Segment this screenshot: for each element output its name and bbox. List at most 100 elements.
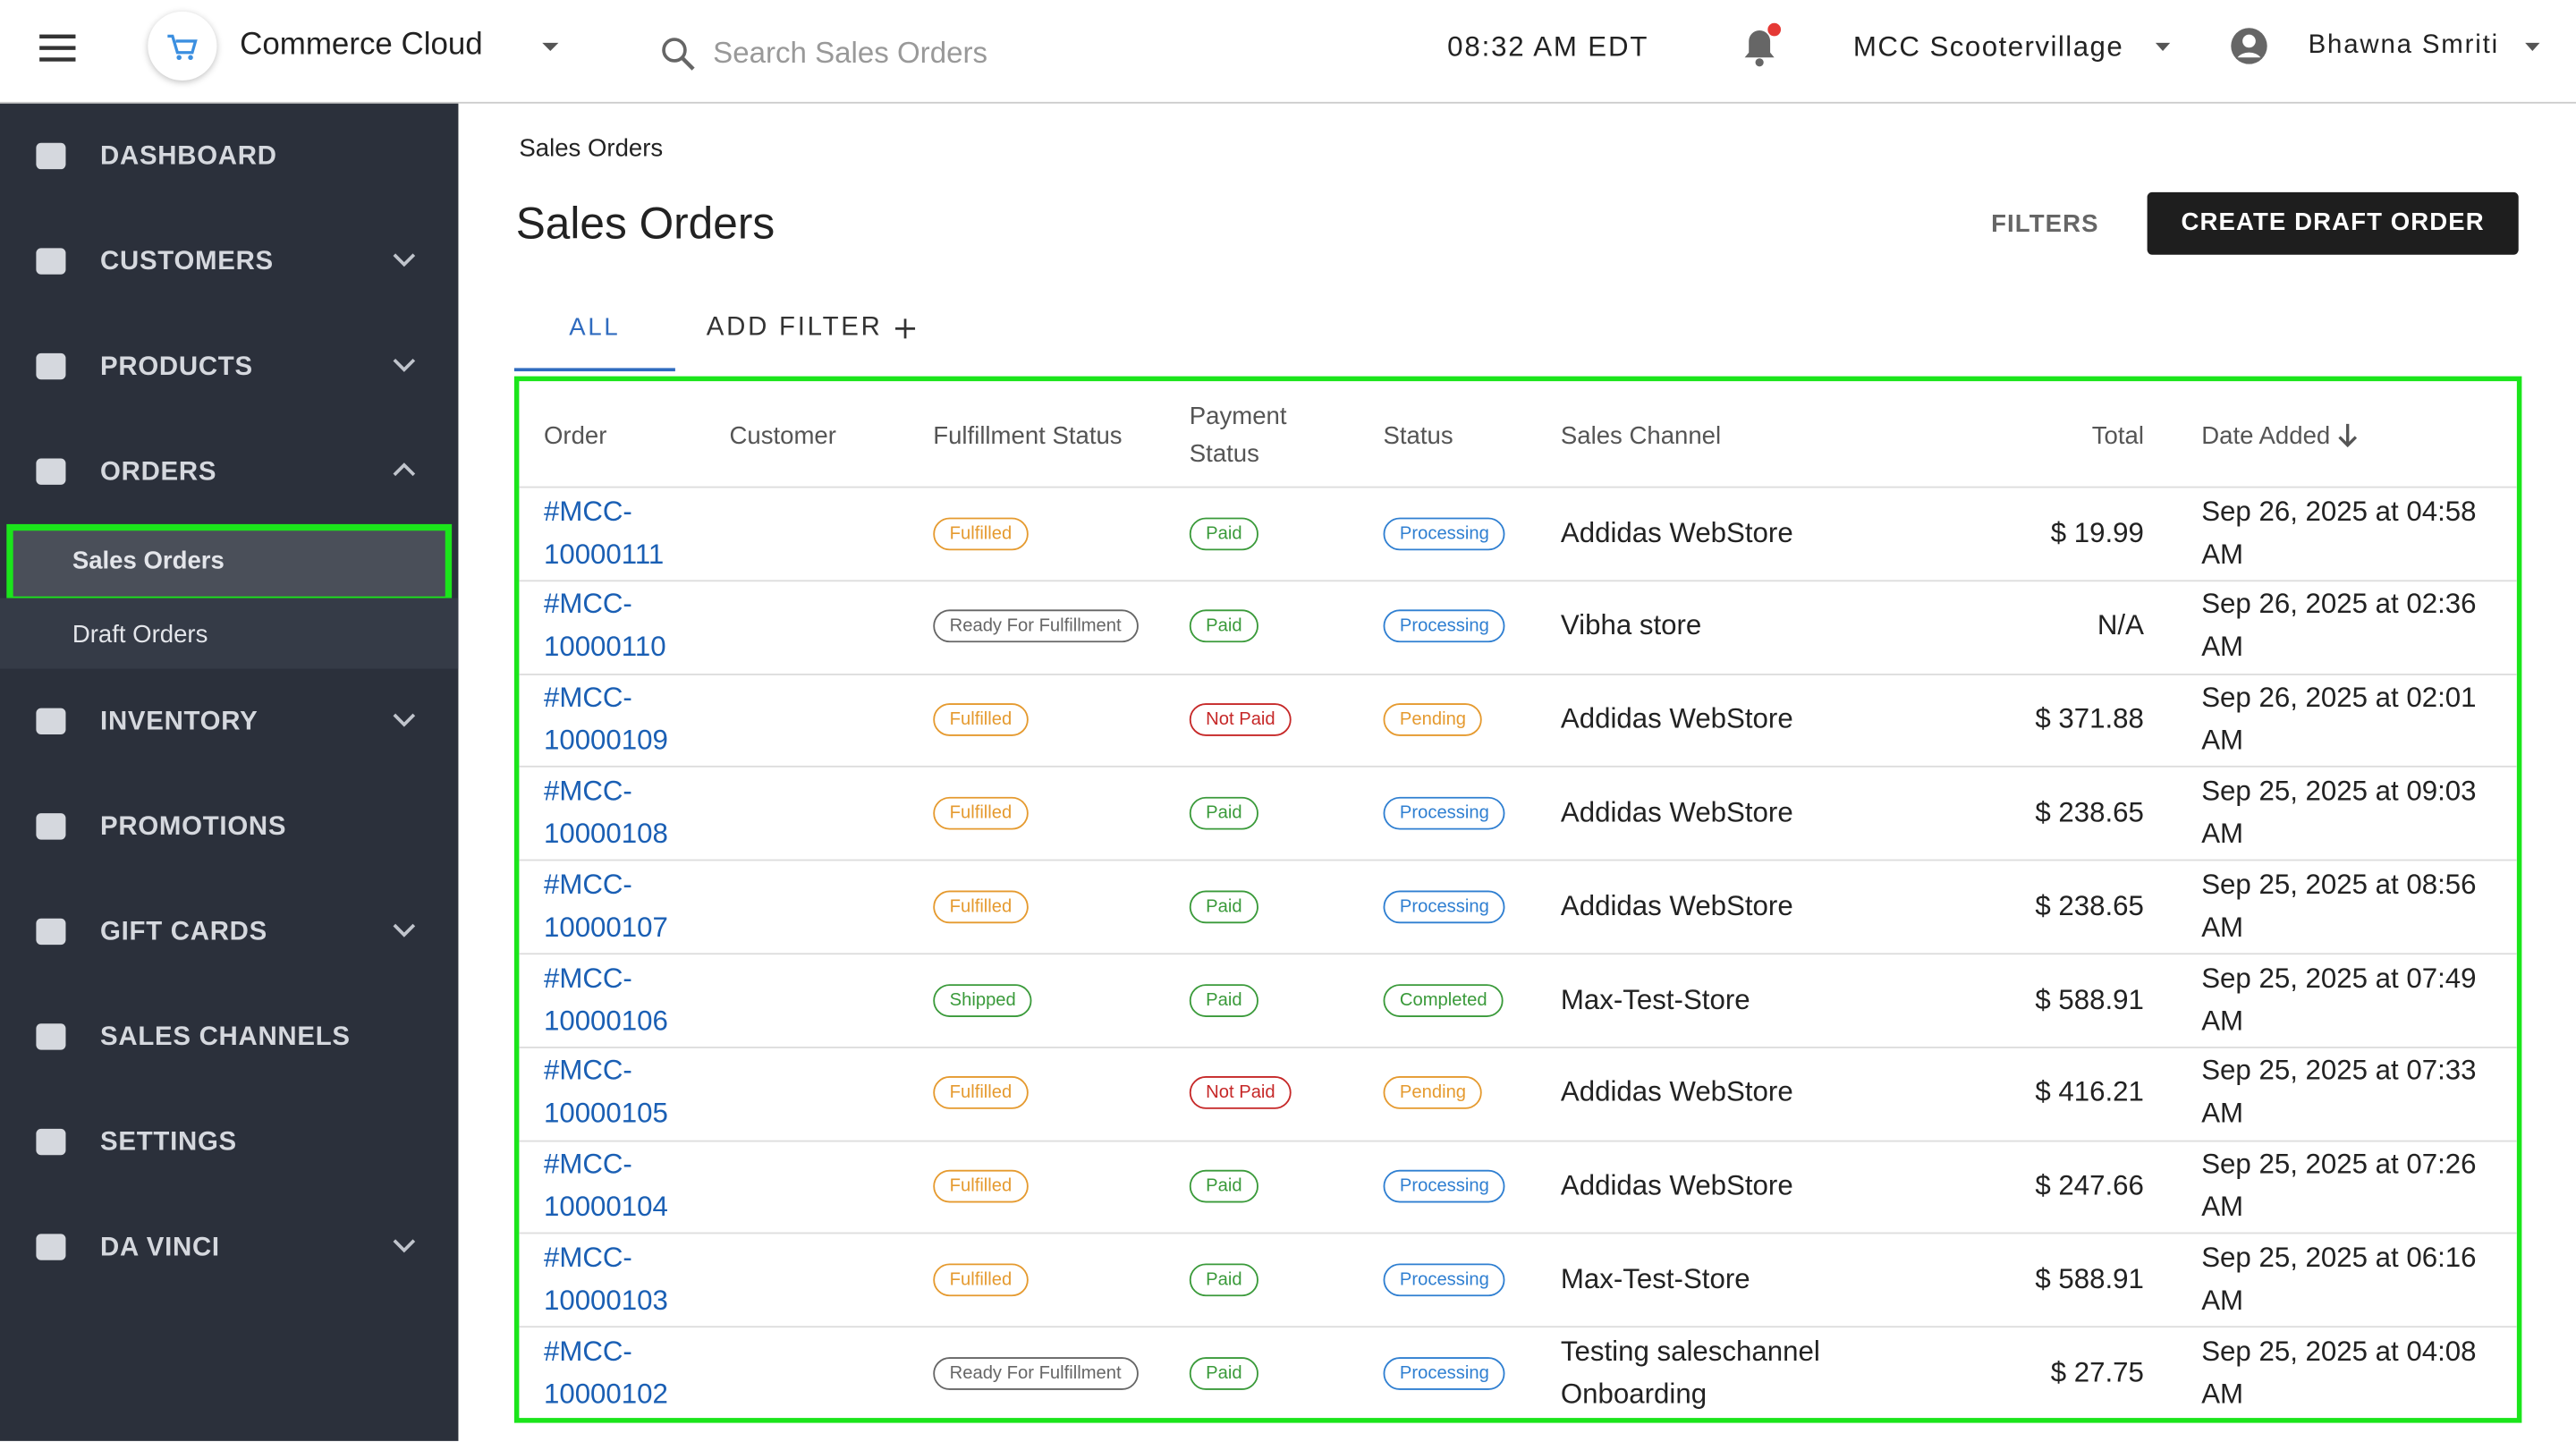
date-cell: Sep 25, 2025 at 06:16 AM: [2201, 1233, 2513, 1327]
date-text: Sep 26, 2025 at 02:01 AM: [2201, 682, 2477, 757]
search-input[interactable]: Search Sales Orders: [713, 36, 988, 70]
column-header[interactable]: Customer: [730, 397, 911, 472]
channel-text: Max-Test-Store: [1560, 983, 1750, 1015]
status-badge: Processing: [1383, 1169, 1506, 1203]
menu-icon[interactable]: [39, 33, 76, 63]
column-header-label: Customer: [729, 421, 836, 450]
order-cell[interactable]: #MCC-10000106: [544, 953, 691, 1047]
column-header[interactable]: Status: [1384, 397, 1548, 472]
column-header[interactable]: Date Added: [2201, 397, 2513, 472]
row-divider: [519, 953, 2517, 955]
channel-cell: Testing saleschannel Onboarding: [1561, 1327, 1922, 1421]
fulfillment-cell: Fulfilled: [933, 860, 1130, 954]
tab-add-filter[interactable]: ADD FILTER: [706, 313, 883, 343]
channel-text: Testing saleschannel Onboarding: [1560, 1335, 1820, 1410]
channel-cell: Max-Test-Store: [1561, 953, 1922, 1047]
nav-label: GIFT CARDS: [100, 918, 267, 946]
fulfillment-badge: Fulfilled: [933, 516, 1029, 550]
order-text[interactable]: #MCC-10000109: [543, 682, 668, 757]
nav-item[interactable]: DA VINCI: [0, 1194, 458, 1300]
column-header-label: Status: [1383, 421, 1453, 450]
total-cell: $ 416.21: [1965, 1047, 2144, 1141]
filters-button[interactable]: FILTERS: [1991, 210, 2099, 239]
order-cell[interactable]: #MCC-10000108: [544, 767, 691, 861]
add-filter-icon[interactable]: [894, 317, 917, 340]
fulfillment-cell: Fulfilled: [933, 767, 1130, 861]
payment-badge: Paid: [1189, 1263, 1258, 1296]
channel-text: Addidas WebStore: [1560, 1169, 1793, 1201]
row-divider: [519, 673, 2517, 675]
nav-item[interactable]: PROMOTIONS: [0, 774, 458, 879]
nav-label: PRODUCTS: [100, 352, 253, 382]
nav-item[interactable]: SETTINGS: [0, 1090, 458, 1195]
order-cell[interactable]: #MCC-10000102: [544, 1327, 691, 1421]
breadcrumb[interactable]: Sales Orders: [519, 134, 664, 163]
order-cell[interactable]: #MCC-10000105: [544, 1047, 691, 1141]
order-text[interactable]: #MCC-10000106: [543, 962, 668, 1037]
order-text[interactable]: #MCC-10000108: [543, 775, 668, 850]
order-cell[interactable]: #MCC-10000109: [544, 673, 691, 767]
status-cell: Processing: [1383, 767, 1548, 861]
user-dropdown[interactable]: [2525, 42, 2540, 51]
status-cell: Pending: [1383, 1047, 1548, 1141]
fulfillment-cell: Ready For Fulfillment: [933, 1327, 1139, 1421]
nav-item[interactable]: ORDERS: [0, 419, 458, 524]
nav-item[interactable]: INVENTORY: [0, 669, 458, 775]
row-divider: [519, 1046, 2517, 1048]
nav-item[interactable]: PRODUCTS: [0, 314, 458, 420]
column-header[interactable]: Sales Channel: [1561, 397, 1922, 472]
channel-cell: Addidas WebStore: [1561, 860, 1922, 954]
payment-cell: Paid: [1189, 580, 1337, 674]
app-dropdown[interactable]: [542, 42, 559, 53]
status-badge: Processing: [1383, 1263, 1506, 1296]
nav-label: CUSTOMERS: [100, 248, 274, 276]
order-text[interactable]: #MCC-10000111: [543, 495, 665, 570]
user-avatar[interactable]: [2229, 26, 2268, 65]
column-header-label: Sales Channel: [1560, 421, 1722, 450]
user-name[interactable]: Bhawna Smriti: [2308, 30, 2499, 60]
nav-item[interactable]: SALES CHANNELS: [0, 984, 458, 1090]
status-cell: Processing: [1383, 860, 1548, 954]
column-header[interactable]: Fulfillment Status: [933, 397, 1130, 472]
notifications[interactable]: [1738, 20, 1784, 69]
store-dropdown[interactable]: [2155, 42, 2171, 51]
order-text[interactable]: #MCC-10000107: [543, 869, 668, 943]
order-text[interactable]: #MCC-10000102: [543, 1335, 668, 1410]
nav-item[interactable]: GIFT CARDS: [0, 879, 458, 985]
order-cell[interactable]: #MCC-10000107: [544, 860, 691, 954]
nav-subitem[interactable]: Draft Orders: [0, 598, 459, 669]
total-cell: $ 238.65: [1965, 767, 2144, 861]
fulfillment-cell: Ready For Fulfillment: [933, 580, 1139, 674]
payment-badge: Paid: [1189, 796, 1258, 830]
status-cell: Processing: [1383, 1140, 1548, 1234]
create-draft-order-button[interactable]: CREATE DRAFT ORDER: [2147, 191, 2519, 255]
order-cell[interactable]: #MCC-10000104: [544, 1140, 691, 1234]
total-text: $ 247.66: [2035, 1169, 2144, 1201]
order-text[interactable]: #MCC-10000110: [543, 589, 666, 663]
fulfillment-badge: Fulfilled: [933, 703, 1029, 737]
tab-all[interactable]: ALL: [513, 296, 675, 372]
sort-icon[interactable]: [2335, 420, 2361, 450]
order-cell[interactable]: #MCC-10000110: [544, 580, 691, 674]
fulfillment-badge: Fulfilled: [933, 796, 1029, 830]
column-header[interactable]: Total: [1965, 397, 2144, 472]
status-cell: Processing: [1383, 1233, 1548, 1327]
top-bar: Commerce Cloud Search Sales Orders 08:32…: [0, 0, 2576, 104]
column-header[interactable]: Payment Status: [1190, 397, 1337, 472]
nav-subitem[interactable]: Sales Orders: [6, 523, 453, 604]
order-cell[interactable]: #MCC-10000111: [544, 487, 691, 581]
status-cell: Processing: [1383, 487, 1548, 581]
order-text[interactable]: #MCC-10000104: [543, 1149, 668, 1223]
channel-text: Addidas WebStore: [1560, 796, 1793, 828]
order-text[interactable]: #MCC-10000103: [543, 1242, 668, 1317]
nav-item[interactable]: CUSTOMERS: [0, 208, 458, 314]
date-cell: Sep 25, 2025 at 07:33 AM: [2201, 1047, 2513, 1141]
order-cell[interactable]: #MCC-10000103: [544, 1233, 691, 1327]
fulfillment-badge: Fulfilled: [933, 1263, 1029, 1296]
nav-item[interactable]: DASHBOARD: [0, 104, 458, 209]
store-name[interactable]: MCC Scootervillage: [1852, 30, 2124, 63]
search-icon: [662, 38, 695, 71]
order-text[interactable]: #MCC-10000105: [543, 1055, 668, 1130]
column-header[interactable]: Order: [544, 397, 691, 472]
